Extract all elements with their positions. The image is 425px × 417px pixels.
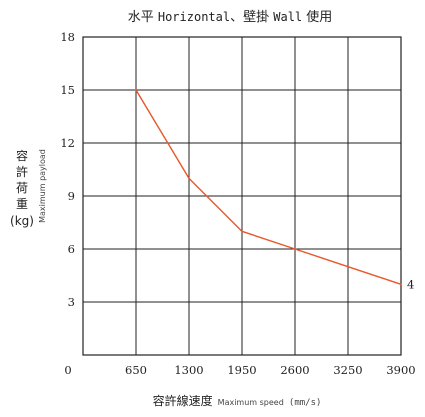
title-separator: 、壁掛 bbox=[230, 10, 269, 25]
title-suffix: 使用 bbox=[306, 9, 332, 25]
data-point-0 bbox=[135, 89, 137, 91]
title-wall: Wall bbox=[273, 10, 302, 24]
data-point-5 bbox=[400, 283, 402, 286]
series-line-0 bbox=[135, 89, 402, 285]
y-tick-label-0: 3 bbox=[68, 295, 75, 309]
x-tick-label-3: 1950 bbox=[227, 363, 256, 377]
plot-border bbox=[82, 36, 402, 356]
x-tick-label-2: 1300 bbox=[174, 363, 203, 377]
y-tick-label-2: 9 bbox=[68, 189, 75, 203]
x-label-cjk: 容許線速度 bbox=[153, 393, 213, 408]
x-axis-ticks: 0 650 1300 1950 2600 3250 3900 bbox=[64, 363, 415, 377]
x-tick-label-6: 3900 bbox=[386, 363, 415, 377]
y-axis-label: 容 許 荷 重 (kg) Maximum payload bbox=[10, 148, 47, 228]
x-tick-label-4: 2600 bbox=[280, 363, 309, 377]
y-label-char-3: 荷 bbox=[16, 181, 28, 195]
y-label-char-2: 許 bbox=[16, 165, 28, 179]
x-axis-label: 容許線速度 Maximum speed (mm/s) bbox=[153, 390, 322, 409]
y-tick-label-3: 12 bbox=[60, 136, 75, 150]
chart-title: 水平 Horizontal、壁掛 Wall 使用 bbox=[128, 9, 333, 25]
grid bbox=[83, 37, 401, 355]
plot-frame bbox=[82, 36, 402, 356]
y-tick-label-1: 6 bbox=[68, 242, 75, 256]
x-tick-label-0: 0 bbox=[64, 363, 71, 377]
end-value-label: 4 bbox=[407, 277, 414, 291]
x-tick-label-5: 3250 bbox=[333, 363, 362, 377]
x-tick-label-1: 650 bbox=[125, 363, 147, 377]
y-label-char-4: 重 bbox=[16, 197, 28, 211]
data-point-3 bbox=[294, 248, 296, 250]
y-label-char-1: 容 bbox=[16, 148, 28, 163]
x-label-english: Maximum speed bbox=[218, 398, 284, 407]
y-label-unit: (kg) bbox=[10, 214, 34, 228]
y-tick-label-4: 15 bbox=[60, 83, 75, 97]
title-horizontal: Horizontal bbox=[158, 10, 230, 24]
title-prefix: 水平 bbox=[128, 10, 154, 25]
data-point-2 bbox=[241, 230, 243, 233]
data-point-1 bbox=[188, 177, 190, 180]
y-tick-label-5: 18 bbox=[60, 30, 75, 44]
x-label-unit: (mm/s) bbox=[289, 398, 322, 408]
y-label-english: Maximum payload bbox=[38, 149, 47, 223]
data-point-4 bbox=[347, 265, 349, 268]
series-layer: 4 bbox=[135, 89, 414, 291]
y-axis-ticks: 3 6 9 12 15 18 bbox=[60, 30, 75, 309]
